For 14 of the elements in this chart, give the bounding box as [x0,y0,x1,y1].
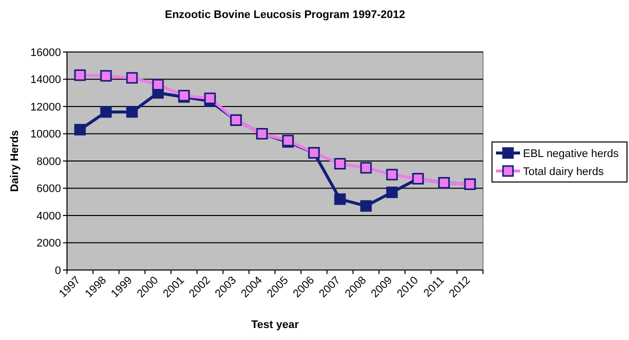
y-tick-label: 12000 [30,101,61,114]
y-tick-label: 6000 [36,183,61,196]
y-tick-label: 4000 [36,210,61,222]
y-tick-label: 10000 [30,128,61,141]
y-axis-title: Dairy Herds [9,130,21,192]
y-tick-label: 0 [54,264,61,277]
y-tick-label: 14000 [30,74,61,86]
y-tick-label: 16000 [30,46,61,59]
chart-title: Enzootic Bovine Leucosis Program 1997-2012 [164,9,406,21]
y-tick-label: 2000 [36,238,61,250]
y-tick-label: 8000 [36,156,61,168]
x-axis-title: Test year [251,319,300,331]
legend-label: Total dairy herds [523,166,604,178]
legend-label: EBL negative herds [523,148,620,160]
